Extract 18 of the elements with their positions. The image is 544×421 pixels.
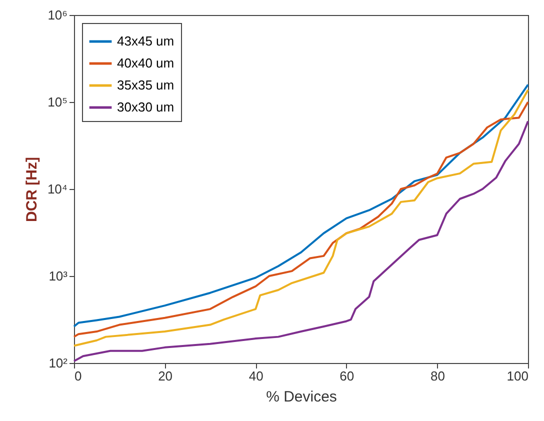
y-axis-title: DCR [Hz] bbox=[23, 157, 40, 222]
legend-label: 30x30 um bbox=[117, 100, 174, 114]
x-tick-label: 40 bbox=[248, 368, 264, 384]
y-tick-label: 10⁶ bbox=[48, 8, 68, 22]
x-tick-label: 20 bbox=[158, 368, 173, 384]
x-tick-label: 80 bbox=[430, 368, 445, 384]
y-tick-label: 10⁵ bbox=[48, 94, 68, 110]
y-tick-label: 10³ bbox=[48, 268, 68, 284]
y-tick-label: 10⁴ bbox=[47, 182, 68, 196]
x-tick-label: 60 bbox=[340, 368, 354, 384]
line-series bbox=[73, 120, 529, 362]
x-tick-label: 0 bbox=[74, 368, 82, 384]
x-tick-label: 100 bbox=[506, 368, 528, 384]
y-tick-label: 10² bbox=[48, 356, 68, 370]
legend-label: 40x40 um bbox=[117, 56, 174, 70]
legend-label: 35x35 um bbox=[117, 78, 174, 92]
legend-label: 43x45 um bbox=[117, 34, 174, 48]
x-axis-title: % Devices bbox=[266, 388, 337, 406]
